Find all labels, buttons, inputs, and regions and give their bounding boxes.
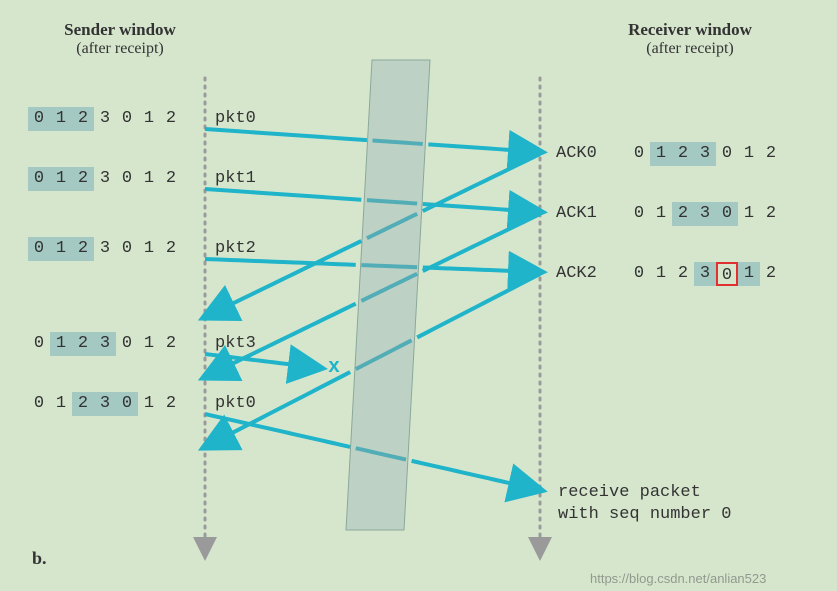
figure-label: b. bbox=[32, 548, 47, 569]
sender-seq-4-cell: 0 bbox=[28, 392, 50, 416]
sender-seq-3-cell: 3 bbox=[94, 332, 116, 356]
ack-label-0: ACK0 bbox=[556, 144, 597, 163]
sender-title: Sender window bbox=[35, 20, 205, 40]
sender-header: Sender window (after receipt) bbox=[35, 20, 205, 58]
receiver-seq-0-cell: 3 bbox=[694, 142, 716, 166]
sender-seq-2-cell: 0 bbox=[28, 237, 50, 261]
receiver-seq-1-cell: 1 bbox=[738, 202, 760, 226]
receiver-sub: (after receipt) bbox=[595, 40, 785, 58]
pkt-label-0: pkt0 bbox=[215, 109, 256, 128]
receiver-seq-0-cell: 2 bbox=[760, 142, 782, 166]
sender-seq-2-cell: 1 bbox=[50, 237, 72, 261]
watermark: https://blog.csdn.net/anlian523 bbox=[590, 571, 766, 586]
receiver-header: Receiver window (after receipt) bbox=[595, 20, 785, 58]
ack-label-1: ACK1 bbox=[556, 204, 597, 223]
sender-seq-2-cell: 3 bbox=[94, 237, 116, 261]
receive-note-line2: with seq number 0 bbox=[558, 504, 731, 526]
pkt-label-2: pkt2 bbox=[215, 239, 256, 258]
sender-seq-4-cell: 0 bbox=[116, 392, 138, 416]
sender-seq-1-cell: 1 bbox=[50, 167, 72, 191]
sender-seq-3-cell: 0 bbox=[116, 332, 138, 356]
receiver-seq-0-cell: 0 bbox=[628, 142, 650, 166]
sender-seq-4-cell: 1 bbox=[50, 392, 72, 416]
receiver-seq-2-cell: 2 bbox=[672, 262, 694, 286]
sender-seq-3: 0123012 bbox=[28, 332, 182, 356]
receiver-seq-2-cell: 0 bbox=[628, 262, 650, 286]
receiver-seq-1-cell: 0 bbox=[628, 202, 650, 226]
lost-marker: x bbox=[328, 356, 340, 379]
sender-seq-1-cell: 1 bbox=[138, 167, 160, 191]
sender-seq-0-cell: 2 bbox=[72, 107, 94, 131]
receiver-seq-2-cell: 3 bbox=[694, 262, 716, 286]
sender-seq-3-cell: 1 bbox=[50, 332, 72, 356]
sender-seq-0-cell: 3 bbox=[94, 107, 116, 131]
receiver-seq-1-cell: 1 bbox=[650, 202, 672, 226]
sender-seq-4-cell: 1 bbox=[138, 392, 160, 416]
receiver-seq-1-cell: 2 bbox=[672, 202, 694, 226]
sender-sub: (after receipt) bbox=[35, 40, 205, 58]
receiver-seq-1-cell: 2 bbox=[760, 202, 782, 226]
receiver-seq-0-cell: 1 bbox=[650, 142, 672, 166]
sender-seq-4: 0123012 bbox=[28, 392, 182, 416]
sender-seq-0-cell: 0 bbox=[28, 107, 50, 131]
sender-seq-4-cell: 2 bbox=[160, 392, 182, 416]
receiver-title: Receiver window bbox=[595, 20, 785, 40]
sender-seq-0-cell: 0 bbox=[116, 107, 138, 131]
sender-seq-3-cell: 2 bbox=[72, 332, 94, 356]
sender-seq-4-cell: 3 bbox=[94, 392, 116, 416]
pkt-label-1: pkt1 bbox=[215, 169, 256, 188]
receiver-seq-2-cell: 1 bbox=[650, 262, 672, 286]
receiver-seq-0-cell: 1 bbox=[738, 142, 760, 166]
sender-seq-0-cell: 2 bbox=[160, 107, 182, 131]
sender-seq-1: 0123012 bbox=[28, 167, 182, 191]
receive-note-line1: receive packet bbox=[558, 482, 731, 504]
receiver-seq-2-cell: 0 bbox=[716, 262, 738, 286]
sender-seq-2-cell: 2 bbox=[72, 237, 94, 261]
sender-seq-0-cell: 1 bbox=[138, 107, 160, 131]
receiver-seq-1-cell: 3 bbox=[694, 202, 716, 226]
receive-note: receive packet with seq number 0 bbox=[558, 482, 731, 526]
sender-seq-1-cell: 0 bbox=[28, 167, 50, 191]
receiver-seq-1: 0123012 bbox=[628, 202, 782, 226]
pkt-label-4: pkt0 bbox=[215, 394, 256, 413]
receiver-seq-2: 0123012 bbox=[628, 262, 782, 286]
sender-seq-2-cell: 1 bbox=[138, 237, 160, 261]
receiver-seq-0: 0123012 bbox=[628, 142, 782, 166]
sender-seq-1-cell: 2 bbox=[160, 167, 182, 191]
sender-seq-4-cell: 2 bbox=[72, 392, 94, 416]
sender-seq-1-cell: 3 bbox=[94, 167, 116, 191]
ack-label-2: ACK2 bbox=[556, 264, 597, 283]
sender-seq-1-cell: 0 bbox=[116, 167, 138, 191]
sender-seq-1-cell: 2 bbox=[72, 167, 94, 191]
receiver-seq-0-cell: 0 bbox=[716, 142, 738, 166]
receiver-seq-0-cell: 2 bbox=[672, 142, 694, 166]
sender-seq-2-cell: 2 bbox=[160, 237, 182, 261]
sender-seq-2: 0123012 bbox=[28, 237, 182, 261]
sender-seq-3-cell: 2 bbox=[160, 332, 182, 356]
receiver-seq-2-cell: 2 bbox=[760, 262, 782, 286]
pkt-label-3: pkt3 bbox=[215, 334, 256, 353]
sender-seq-3-cell: 1 bbox=[138, 332, 160, 356]
receiver-seq-1-cell: 0 bbox=[716, 202, 738, 226]
sender-seq-0: 0123012 bbox=[28, 107, 182, 131]
sender-seq-0-cell: 1 bbox=[50, 107, 72, 131]
sender-seq-3-cell: 0 bbox=[28, 332, 50, 356]
receiver-seq-2-cell: 1 bbox=[738, 262, 760, 286]
sender-seq-2-cell: 0 bbox=[116, 237, 138, 261]
